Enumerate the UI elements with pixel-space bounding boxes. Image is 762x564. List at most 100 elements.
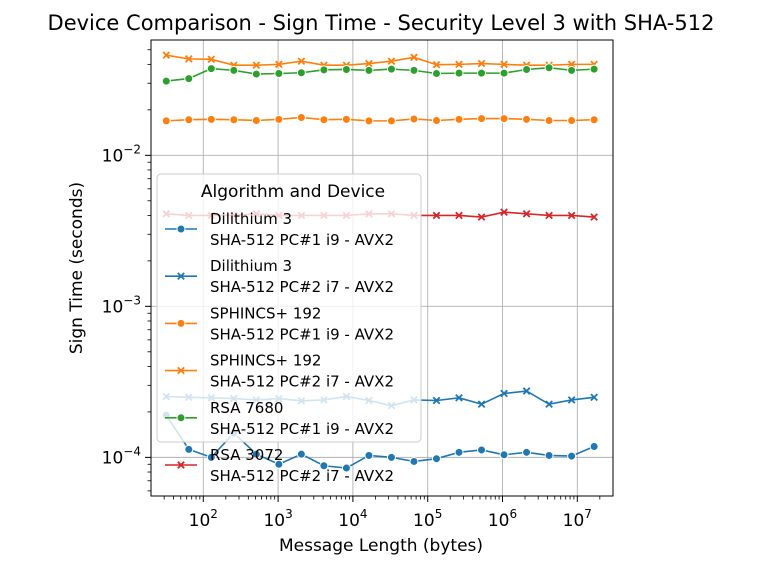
legend-item-6: RSA 3072 SHA-512 PC#2 i7 - AVX2 — [165, 446, 394, 485]
data-point — [296, 449, 306, 459]
legend-label: SPHINCS+ 192 — [210, 352, 321, 370]
data-point — [500, 60, 508, 69]
data-point — [477, 114, 487, 124]
data-point — [477, 445, 487, 455]
data-point — [387, 57, 396, 66]
legend-item-4: SPHINCS+ 192 SHA-512 PC#2 i7 - AVX2 — [165, 352, 394, 391]
data-point — [341, 463, 351, 473]
data-point — [207, 55, 216, 64]
data-point — [206, 452, 216, 462]
legend: Algorithm and Device Dilithium 3 SHA-512 P… — [156, 173, 422, 485]
data-point — [251, 69, 261, 79]
data-point — [229, 65, 239, 75]
data-point — [409, 114, 419, 124]
data-point — [319, 461, 329, 471]
data-point — [432, 396, 441, 405]
data-point — [274, 459, 284, 469]
legend-marker — [177, 272, 185, 281]
legend-item-3: SPHINCS+ 192 SHA-512 PC#1 i9 - AVX2 — [165, 304, 394, 343]
data-point — [499, 114, 509, 124]
data-point — [409, 65, 419, 75]
legend-box — [156, 173, 422, 443]
data-point — [567, 451, 577, 461]
data-point — [251, 449, 261, 459]
data-point — [275, 60, 283, 69]
data-point — [455, 60, 463, 69]
data-point — [206, 114, 216, 124]
data-point — [184, 115, 194, 125]
data-point — [545, 400, 553, 409]
data-point — [522, 387, 531, 395]
data-point — [184, 74, 194, 84]
data-point — [431, 69, 441, 79]
x-tick-label: 107 — [563, 507, 592, 531]
legend-label: SHA-512 PC#2 i7 - AVX2 — [210, 467, 394, 485]
legend-item-1: Dilithium 3 SHA-512 PC#1 i9 - AVX2 — [165, 210, 394, 249]
legend-label: SHA-512 PC#2 i7 - AVX2 — [210, 278, 394, 296]
data-point — [410, 53, 418, 62]
data-point — [567, 65, 577, 75]
data-point — [544, 450, 554, 460]
data-point — [477, 59, 486, 68]
data-point — [364, 116, 374, 126]
series-line — [166, 54, 595, 66]
data-point — [589, 64, 599, 74]
y-tick-label: 10−2 — [102, 142, 141, 166]
data-point — [477, 213, 486, 221]
data-point — [545, 211, 553, 220]
data-point — [206, 64, 216, 74]
y-axis-label: Sign Time (seconds) — [67, 182, 87, 354]
data-point — [296, 68, 306, 78]
legend-label: SPHINCS+ 192 — [210, 304, 321, 322]
data-point — [544, 115, 554, 125]
data-point — [162, 51, 171, 60]
data-point — [499, 68, 509, 78]
data-point — [386, 116, 396, 126]
legend-marker — [176, 224, 186, 234]
legend-item-2: Dilithium 3 SHA-512 PC#2 i7 - AVX2 — [165, 257, 394, 296]
data-point — [319, 115, 329, 125]
legend-label: SHA-512 PC#2 i7 - AVX2 — [210, 373, 394, 391]
x-tick-label: 104 — [338, 507, 367, 531]
data-point — [590, 393, 598, 402]
data-point — [477, 400, 486, 409]
plot-frame — [150, 39, 614, 497]
legend-label: RSA 3072 — [210, 446, 283, 464]
data-point — [386, 452, 396, 462]
y-axis: 10−4 10−3 10−2 — [102, 49, 151, 492]
data-point — [296, 112, 306, 122]
legend-marker — [177, 461, 185, 469]
data-point — [431, 454, 441, 464]
data-point — [522, 209, 531, 218]
data-point — [161, 116, 171, 126]
data-point — [184, 444, 194, 454]
data-point — [161, 76, 171, 86]
x-tick-label: 102 — [189, 507, 218, 531]
data-point — [454, 68, 464, 78]
data-point — [544, 63, 554, 73]
legend-label: SHA-512 PC#1 i9 - AVX2 — [210, 420, 394, 438]
data-point — [431, 115, 441, 125]
data-point — [500, 208, 508, 217]
chart-title: Device Comparison - Sign Time - Security… — [48, 11, 715, 35]
data-point — [409, 456, 419, 466]
data-point — [567, 115, 577, 125]
series-5 — [161, 63, 599, 86]
data-point — [386, 64, 396, 74]
data-point — [522, 114, 532, 124]
data-point — [589, 115, 599, 125]
data-point — [364, 450, 374, 460]
legend-marker — [176, 318, 186, 328]
data-point — [454, 447, 464, 457]
legend-label: Dilithium 3 — [210, 210, 292, 228]
x-tick-label: 105 — [413, 507, 442, 531]
legend-label: RSA 7680 — [210, 399, 283, 417]
data-point — [454, 114, 464, 124]
x-axis-label: Message Length (bytes) — [279, 536, 483, 556]
data-point — [229, 115, 239, 125]
legend-label: SHA-512 PC#1 i9 - AVX2 — [210, 231, 394, 249]
data-point — [500, 389, 508, 398]
data-point — [499, 450, 509, 460]
x-tick-label: 103 — [263, 507, 292, 531]
data-point — [522, 447, 532, 457]
